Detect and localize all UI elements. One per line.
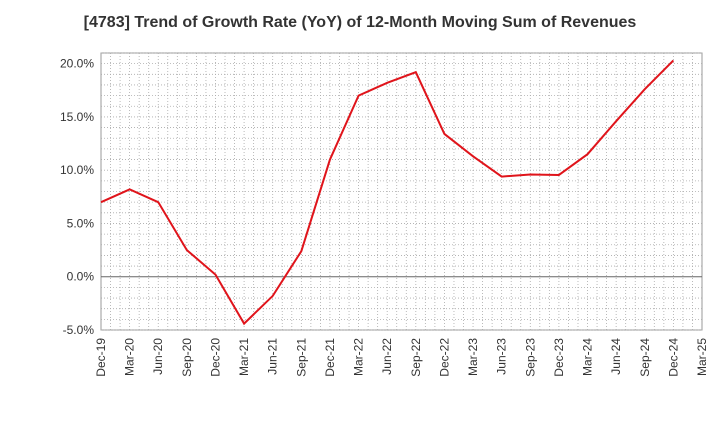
x-tick-label: Mar-24 bbox=[581, 338, 595, 376]
x-tick-label: Dec-22 bbox=[437, 338, 451, 377]
x-tick-label: Dec-20 bbox=[208, 338, 222, 377]
x-tick-label: Dec-21 bbox=[323, 338, 337, 377]
x-tick-label: Jun-20 bbox=[151, 338, 165, 375]
x-tick-label: Sep-20 bbox=[180, 338, 194, 377]
y-tick-label: 10.0% bbox=[60, 163, 94, 177]
x-tick-label: Dec-23 bbox=[552, 338, 566, 377]
x-tick-label: Jun-21 bbox=[266, 338, 280, 375]
y-tick-label: 5.0% bbox=[67, 216, 95, 230]
y-tick-label: 15.0% bbox=[60, 110, 94, 124]
x-tick-label: Sep-21 bbox=[294, 338, 308, 377]
x-tick-label: Jun-22 bbox=[380, 338, 394, 375]
x-tick-label: Jun-24 bbox=[609, 338, 623, 375]
x-tick-label: Jun-23 bbox=[495, 338, 509, 375]
x-tick-label: Sep-23 bbox=[523, 338, 537, 377]
x-tick-label: Mar-20 bbox=[123, 338, 137, 376]
chart-title: [4783] Trend of Growth Rate (YoY) of 12-… bbox=[83, 14, 637, 31]
y-tick-label: 20.0% bbox=[60, 57, 94, 71]
x-tick-label: Mar-21 bbox=[237, 338, 251, 376]
x-tick-label: Dec-19 bbox=[94, 338, 108, 377]
x-tick-label: Sep-24 bbox=[638, 338, 652, 377]
x-tick-label: Mar-23 bbox=[466, 338, 480, 376]
y-tick-label: -5.0% bbox=[63, 323, 95, 337]
x-tick-label: Sep-22 bbox=[409, 338, 423, 377]
x-tick-label: Mar-22 bbox=[352, 338, 366, 376]
x-tick-label: Dec-24 bbox=[666, 338, 680, 377]
series-line bbox=[100, 59, 675, 326]
x-tick-label: Mar-25 bbox=[695, 338, 709, 376]
y-tick-label: 0.0% bbox=[67, 270, 95, 284]
